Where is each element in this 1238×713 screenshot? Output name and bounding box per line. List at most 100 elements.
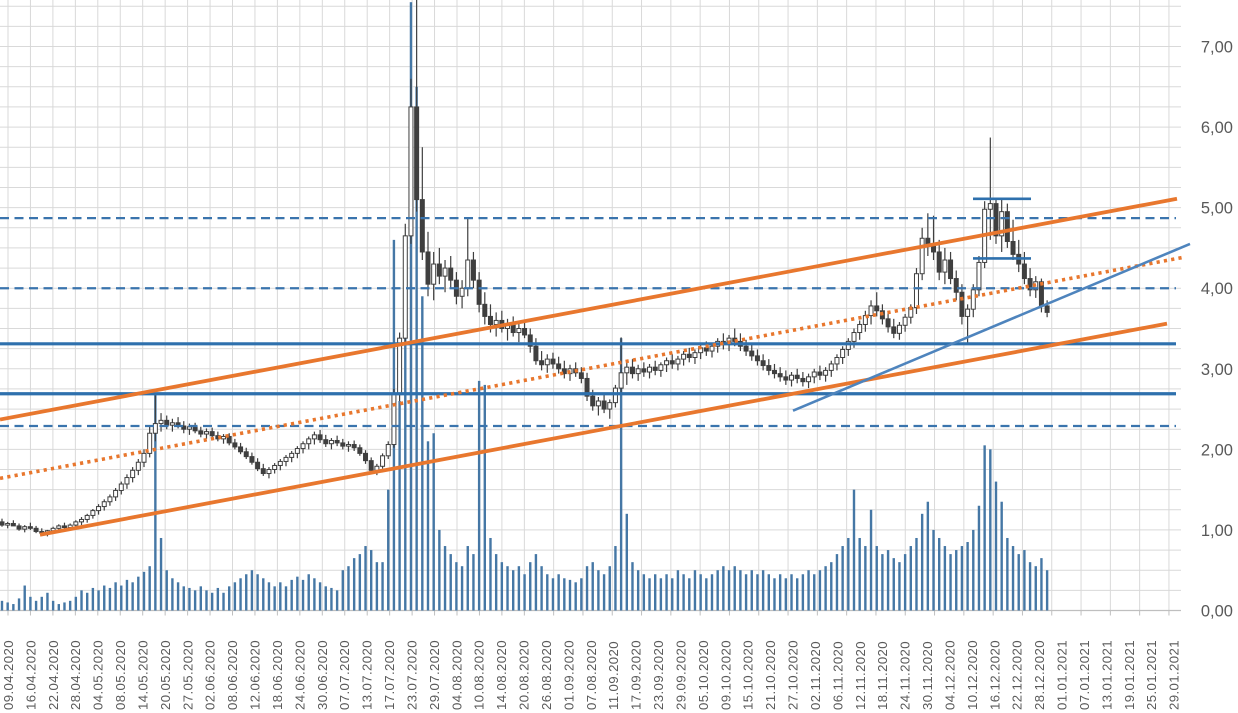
candle-body (709, 345, 715, 352)
candle-body (493, 319, 499, 325)
volume-bar (960, 546, 964, 611)
volume-bar (267, 582, 271, 611)
volume-bar (86, 592, 89, 611)
candle-body (192, 426, 198, 432)
volume-bar (818, 570, 822, 611)
volume-bar (1040, 558, 1043, 611)
candle-body (232, 442, 238, 448)
volume-bar (137, 576, 140, 611)
candle-body (993, 203, 999, 237)
candle-body (84, 514, 90, 520)
volume-bar (796, 578, 799, 611)
candle-body (578, 372, 584, 379)
volume-bar (159, 537, 163, 611)
candle-body (221, 435, 227, 440)
candle-body (811, 371, 817, 378)
x-axis-label: 25.01.2021 (1144, 640, 1159, 710)
volume-bar (301, 579, 305, 611)
candle-body (857, 323, 863, 334)
candle-body (425, 251, 431, 285)
volume-bar (642, 574, 646, 611)
candle-body (652, 366, 658, 371)
x-axis-label: 27.10.2020 (786, 640, 801, 710)
volume-bar (125, 579, 129, 611)
x-axis-label: 08.06.2020 (225, 640, 240, 710)
volume-bar (438, 529, 441, 611)
volume-bar (57, 604, 60, 611)
candle-body (896, 324, 902, 334)
x-axis-label: 08.05.2020 (113, 640, 128, 710)
volume-bar (875, 546, 878, 611)
candle-body (130, 469, 136, 479)
x-axis-label: 04.08.2020 (449, 640, 464, 710)
x-axis-label: 09.10.2020 (718, 640, 733, 710)
volume-bar (585, 566, 589, 611)
volume-bar (824, 566, 827, 611)
candle-body (158, 419, 164, 425)
volume-bar (676, 570, 680, 611)
volume-bar (761, 570, 765, 611)
volume-bar (460, 566, 464, 611)
candle-body (186, 426, 192, 430)
candle-body (113, 489, 119, 498)
candle-body (544, 358, 550, 366)
candle-body (328, 439, 334, 445)
volume-bar (472, 554, 475, 611)
candle-body (522, 328, 528, 336)
volume-bar (148, 566, 151, 611)
volume-bar (955, 550, 958, 611)
candle-body (913, 273, 919, 309)
volume-bars-layer (0, 2, 1049, 611)
candle-body (891, 326, 897, 334)
volume-bar (790, 574, 793, 611)
candle-body (1010, 240, 1016, 255)
candle-body (845, 340, 851, 350)
volume-bar (330, 587, 333, 611)
volume-bar (778, 574, 782, 611)
candle-body (595, 400, 601, 407)
candle-body (834, 357, 840, 365)
candle-body (152, 423, 158, 434)
candle-body (198, 430, 204, 435)
volume-bar (557, 574, 560, 611)
candle-body (260, 468, 266, 475)
volume-bar (619, 338, 623, 611)
candle-body (987, 203, 993, 210)
candle-body (380, 455, 386, 467)
candle-body (408, 106, 414, 237)
volume-bar (409, 2, 413, 611)
x-axis-label: 18.11.2020 (875, 641, 890, 710)
candle-body (465, 259, 471, 289)
x-axis-label: 07.01.2021 (1077, 640, 1092, 710)
candle-body (419, 199, 425, 253)
candle-body (1021, 263, 1027, 280)
candle-body (79, 518, 85, 523)
volume-bar (648, 578, 651, 611)
candle-body (607, 402, 613, 410)
candle-body (516, 328, 522, 334)
candle-body (363, 452, 369, 462)
volume-bar (216, 587, 220, 611)
volume-bar (239, 578, 242, 611)
volume-bar (341, 570, 344, 611)
volume-bar (716, 570, 719, 611)
volume-bar (40, 596, 43, 611)
candle-body (272, 464, 278, 471)
x-axis-labels: 09.04.2020 16.04.2020 22.04.2020 28.04.2020… (1, 640, 1182, 710)
trend-channel-midline-dotted (0, 255, 1183, 481)
volume-bar (636, 570, 640, 611)
volume-bar (364, 546, 367, 611)
candle-body (203, 431, 209, 435)
volume-bar (869, 509, 873, 611)
x-axis-label: 17.07.2020 (382, 640, 397, 710)
volume-bar (347, 566, 350, 611)
volume-bar (625, 513, 628, 611)
volume-bar (574, 582, 577, 611)
volume-bar (256, 574, 259, 611)
volume-bar (335, 590, 339, 611)
x-axis-label: 13.07.2020 (360, 640, 375, 710)
volume-bar (949, 554, 952, 611)
volume-bar (449, 554, 452, 611)
rising-support-trendline (792, 242, 1191, 412)
